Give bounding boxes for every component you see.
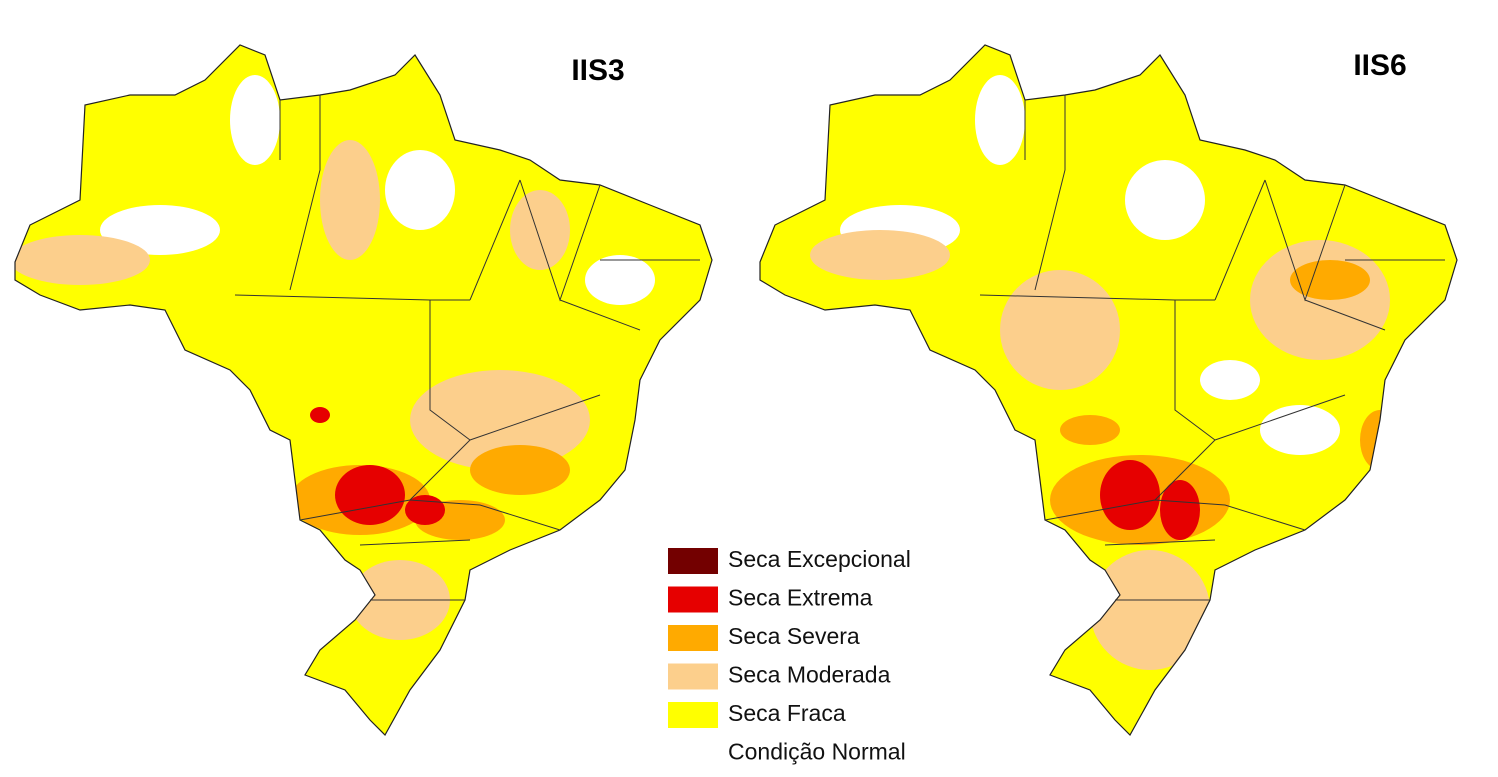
drought-area <box>470 445 570 495</box>
drought-area <box>1200 360 1260 400</box>
drought-area <box>1000 270 1120 390</box>
map-iis6: IIS6 <box>759 44 1458 736</box>
legend-swatch <box>668 663 718 690</box>
drought-area <box>975 75 1025 165</box>
drought-area <box>585 255 655 305</box>
legend-label: Seca Excepcional <box>728 546 911 572</box>
legend-label: Seca Extrema <box>728 585 873 611</box>
drought-area <box>100 205 220 255</box>
drought-area <box>310 407 330 423</box>
drought-area <box>1090 550 1210 670</box>
drought-area <box>1125 160 1205 240</box>
legend-swatch <box>668 586 718 613</box>
drought-area <box>410 370 590 470</box>
drought-area <box>385 150 455 230</box>
drought-areas <box>810 75 1400 670</box>
drought-area <box>810 230 950 280</box>
map-title: IIS3 <box>571 54 624 87</box>
map-title: IIS6 <box>1353 49 1406 82</box>
legend-label: Seca Fraca <box>728 700 846 726</box>
legend-label: Seca Moderada <box>728 662 891 688</box>
drought-area <box>1100 460 1160 530</box>
legend-swatch <box>668 625 718 651</box>
drought-area <box>405 495 445 525</box>
drought-area <box>230 75 280 165</box>
map-iis3: IIS3 <box>14 44 713 736</box>
drought-area <box>1160 480 1200 540</box>
legend-swatch <box>668 548 718 574</box>
legend-label: Condição Normal <box>728 739 906 765</box>
drought-area <box>1060 415 1120 445</box>
legend-label: Seca Severa <box>728 623 860 649</box>
drought-area <box>335 465 405 525</box>
legend-swatch <box>668 740 718 767</box>
drought-area <box>510 190 570 270</box>
legend: Seca Excepcional Seca Extrema Seca Severa S… <box>668 546 911 767</box>
drought-area <box>1290 260 1370 300</box>
legend-swatch <box>668 702 718 728</box>
drought-area <box>1260 405 1340 455</box>
drought-area <box>15 235 150 285</box>
drought-area <box>320 140 380 260</box>
